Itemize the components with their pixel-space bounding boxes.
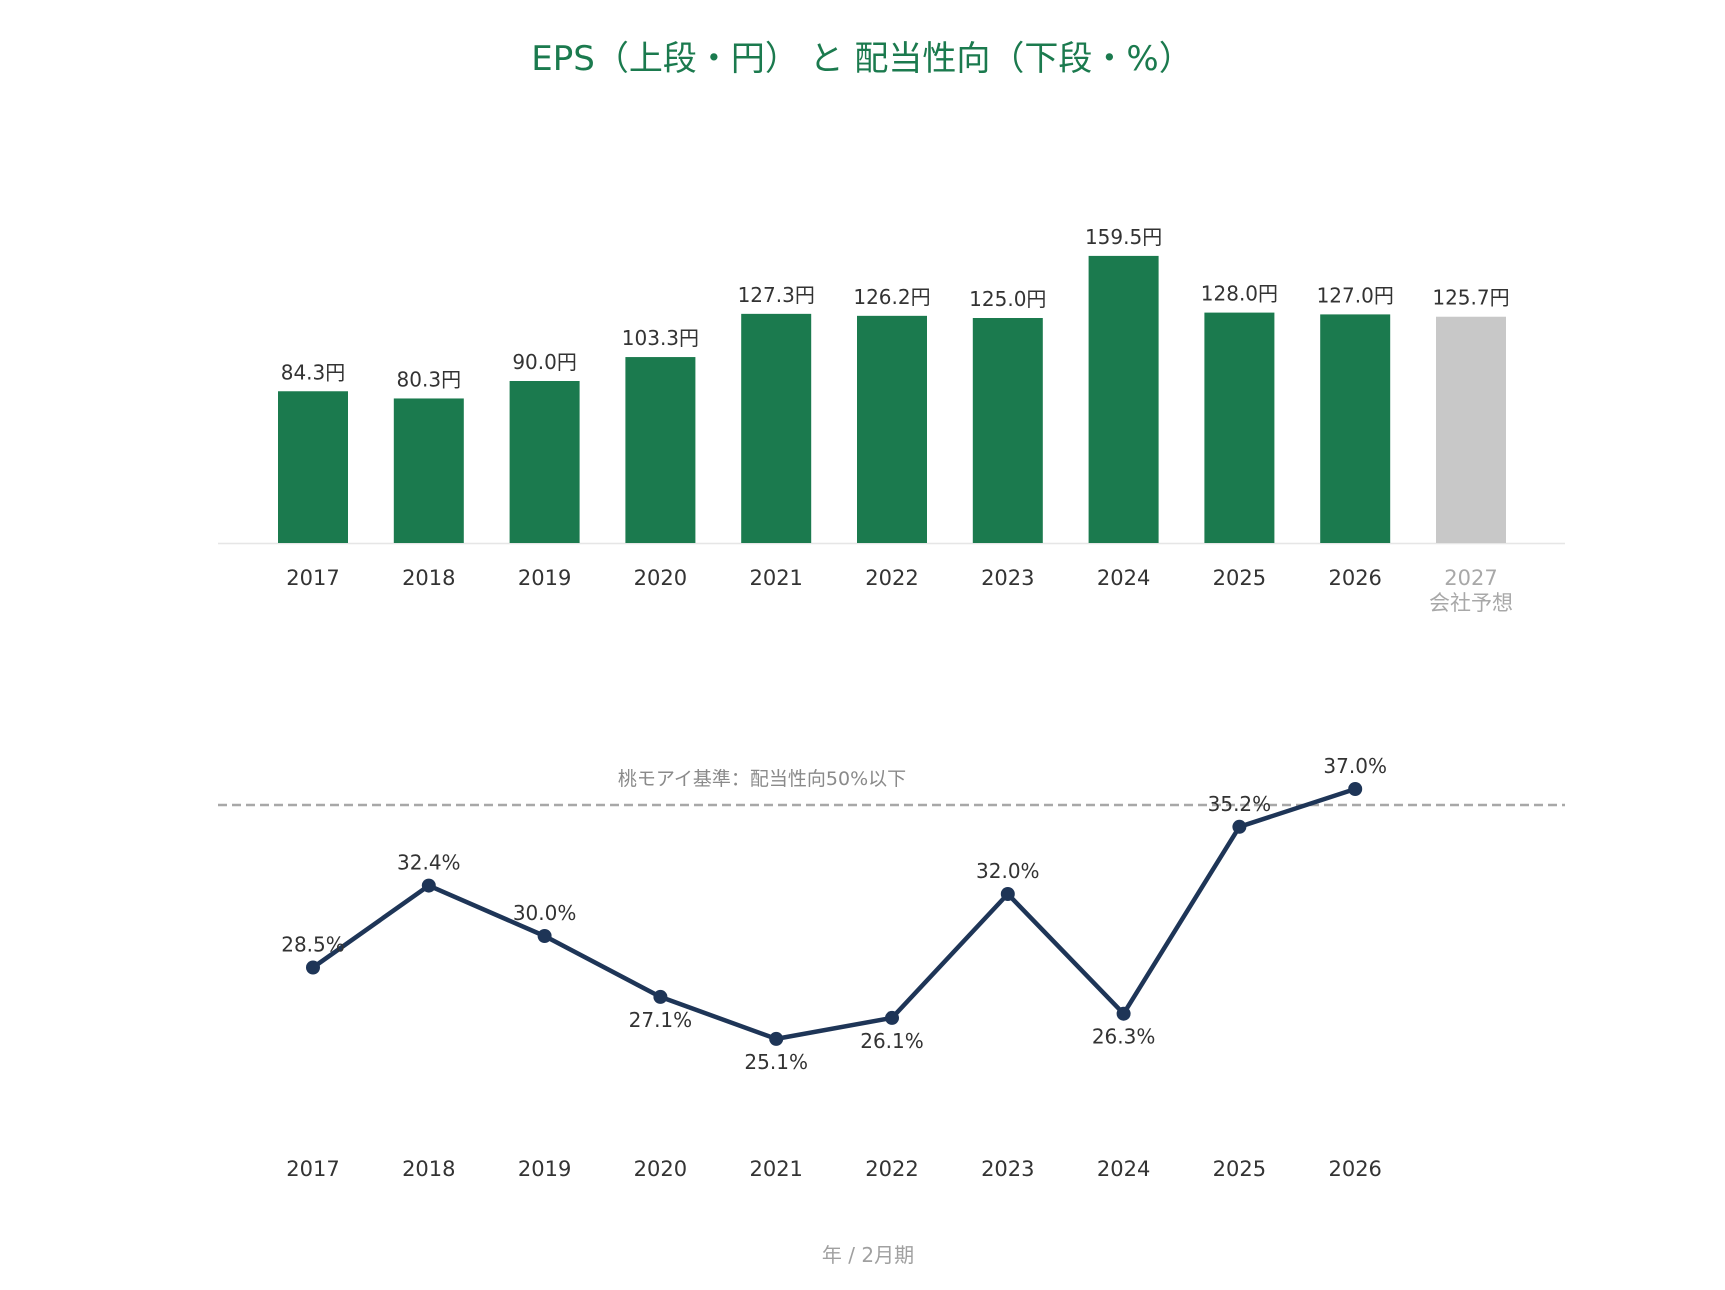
reference-line-label: 桃モアイ基準：配当性向50%以下 [618, 768, 906, 790]
payout-value-label-2022: 26.1% [860, 1029, 924, 1053]
payout-tick-label-2026: 2026 [1328, 1157, 1381, 1181]
eps-value-label-2023: 125.0円 [969, 287, 1046, 311]
payout-tick-label-2021: 2021 [749, 1157, 802, 1181]
payout-point-2020 [653, 989, 668, 1004]
eps-tick-label-2018: 2018 [402, 566, 455, 590]
eps-bar-2017 [278, 391, 348, 543]
eps-bar-2022 [857, 315, 927, 543]
payout-tick-label-2025: 2025 [1213, 1157, 1266, 1181]
payout-value-label-2018: 32.4% [397, 851, 461, 875]
payout-point-2023 [1000, 887, 1015, 901]
payout-value-label-2020: 27.1% [629, 1008, 693, 1032]
payout-tick-label-2018: 2018 [402, 1157, 455, 1181]
payout-tick-label-2017: 2017 [286, 1157, 339, 1181]
eps-value-label-2027: 125.7円 [1432, 286, 1509, 310]
eps-value-label-2018: 80.3円 [397, 367, 462, 391]
eps-tick-label-2019: 2019 [518, 566, 571, 590]
chart-title: EPS（上段・円） と 配当性向（下段・%） [531, 39, 1193, 79]
eps-value-label-2017: 84.3円 [281, 360, 346, 384]
eps-bar-2025 [1204, 312, 1275, 543]
payout-point-2026 [1348, 782, 1363, 796]
eps-tick-label-2017: 2017 [286, 566, 339, 590]
eps-tick-label-2024: 2024 [1097, 566, 1150, 590]
eps-bar-2027 [1436, 316, 1506, 543]
eps-bar-2019 [509, 381, 580, 543]
payout-tick-label-2024: 2024 [1097, 1157, 1150, 1181]
eps-bar-2024 [1088, 255, 1159, 543]
payout-value-label-2021: 25.1% [744, 1050, 808, 1074]
payout-value-label-2017: 28.5% [281, 933, 345, 957]
eps-value-label-2024: 159.5円 [1085, 225, 1162, 249]
payout-point-2024 [1116, 1006, 1131, 1021]
eps-value-label-2026: 127.0円 [1317, 283, 1394, 307]
eps-tick-label-2027: 2027 [1444, 566, 1497, 590]
payout-point-2019 [537, 929, 552, 943]
payout-point-2018 [421, 878, 436, 893]
payout-tick-label-2019: 2019 [518, 1157, 571, 1181]
payout-point-2017 [306, 960, 320, 975]
eps-bar-2021 [741, 313, 812, 543]
eps-bar-2026 [1320, 314, 1391, 543]
payout-value-label-2026: 37.0% [1323, 754, 1387, 778]
payout-tick-label-2020: 2020 [634, 1157, 687, 1181]
payout-series-line [311, 786, 1356, 1042]
eps-tick-label-2026: 2026 [1328, 566, 1381, 590]
payout-value-label-2025: 35.2% [1208, 792, 1272, 816]
payout-point-2021 [769, 1031, 784, 1046]
eps-bar-2020 [625, 357, 696, 543]
eps-tick-label-2022: 2022 [865, 566, 918, 590]
payout-value-label-2024: 26.3% [1092, 1025, 1156, 1049]
eps-value-label-2019: 90.0円 [512, 350, 577, 374]
eps-tick-label-2020: 2020 [634, 566, 687, 590]
eps-value-label-2022: 126.2円 [853, 285, 930, 309]
eps-tick-label-2023: 2023 [981, 566, 1034, 590]
payout-value-label-2023: 32.0% [976, 859, 1040, 883]
payout-tick-label-2023: 2023 [981, 1157, 1034, 1181]
payout-tick-label-2022: 2022 [865, 1157, 918, 1181]
eps-value-label-2020: 103.3円 [622, 326, 699, 350]
eps-bars: 84.3円 2017 80.3円 2018 90.0円 2019 103.3円 2020 127… [218, 225, 1565, 615]
payout-point-2022 [885, 1010, 899, 1025]
eps-tick-label-2025: 2025 [1213, 566, 1266, 590]
forecast-note: 会社予想 [1429, 591, 1513, 615]
period-footer: 年 / 2月期 [822, 1243, 914, 1267]
eps-bar-2018 [393, 398, 464, 543]
eps-tick-label-2021: 2021 [749, 566, 802, 590]
payout-point-2025 [1232, 819, 1247, 834]
payout-value-label-2019: 30.0% [513, 901, 577, 925]
eps-value-label-2025: 128.0円 [1201, 282, 1278, 306]
eps-bar-2023 [972, 318, 1043, 543]
payout-line-chart: 桃モアイ基準：配当性向50%以下 28.5% 2017 32.4% 2018 30.0% 2… [218, 754, 1565, 1181]
eps-value-label-2021: 127.3円 [738, 283, 815, 307]
